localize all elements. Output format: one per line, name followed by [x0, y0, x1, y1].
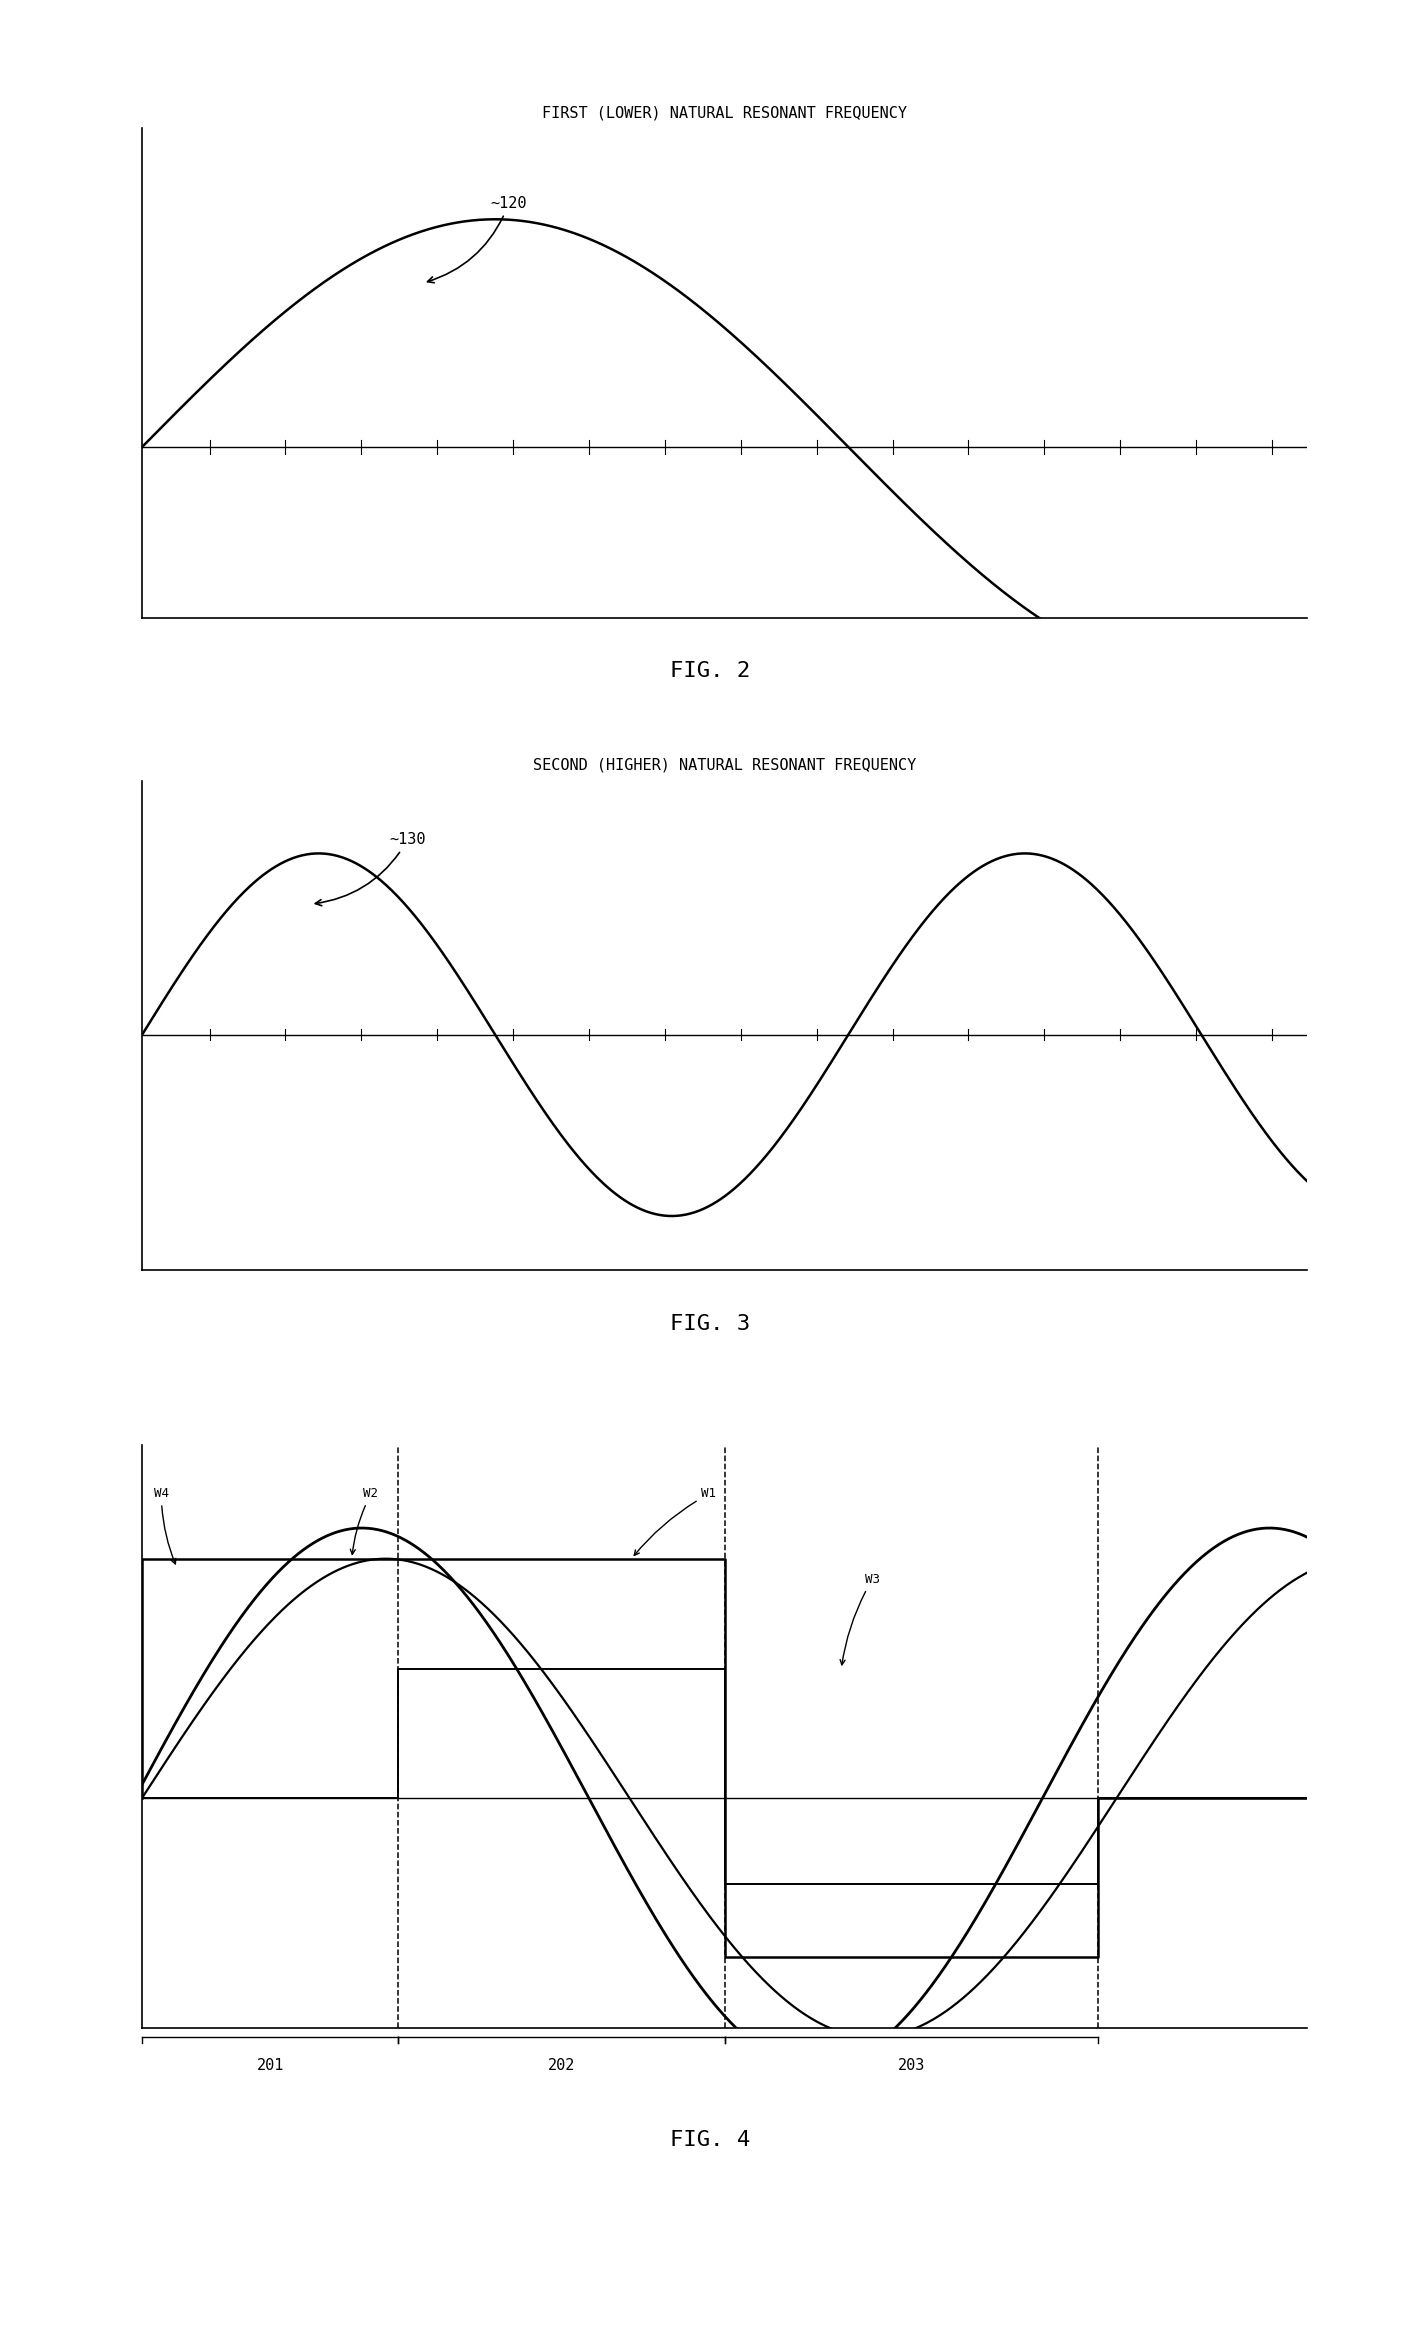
- Text: FIG. 4: FIG. 4: [671, 2131, 750, 2149]
- Text: 202: 202: [549, 2058, 576, 2072]
- Title: SECOND (HIGHER) NATURAL RESONANT FREQUENCY: SECOND (HIGHER) NATURAL RESONANT FREQUEN…: [533, 758, 917, 774]
- Text: ~130: ~130: [315, 832, 426, 907]
- Text: FIG. 3: FIG. 3: [671, 1315, 750, 1333]
- Text: W3: W3: [840, 1573, 880, 1664]
- Title: FIRST (LOWER) NATURAL RESONANT FREQUENCY: FIRST (LOWER) NATURAL RESONANT FREQUENCY: [543, 105, 907, 121]
- Text: 201: 201: [257, 2058, 284, 2072]
- Text: FIG. 2: FIG. 2: [671, 662, 750, 681]
- Text: ~120: ~120: [428, 196, 527, 282]
- Text: W4: W4: [153, 1487, 176, 1564]
- Text: W1: W1: [634, 1487, 716, 1555]
- Text: W2: W2: [351, 1487, 378, 1555]
- Text: 203: 203: [898, 2058, 925, 2072]
